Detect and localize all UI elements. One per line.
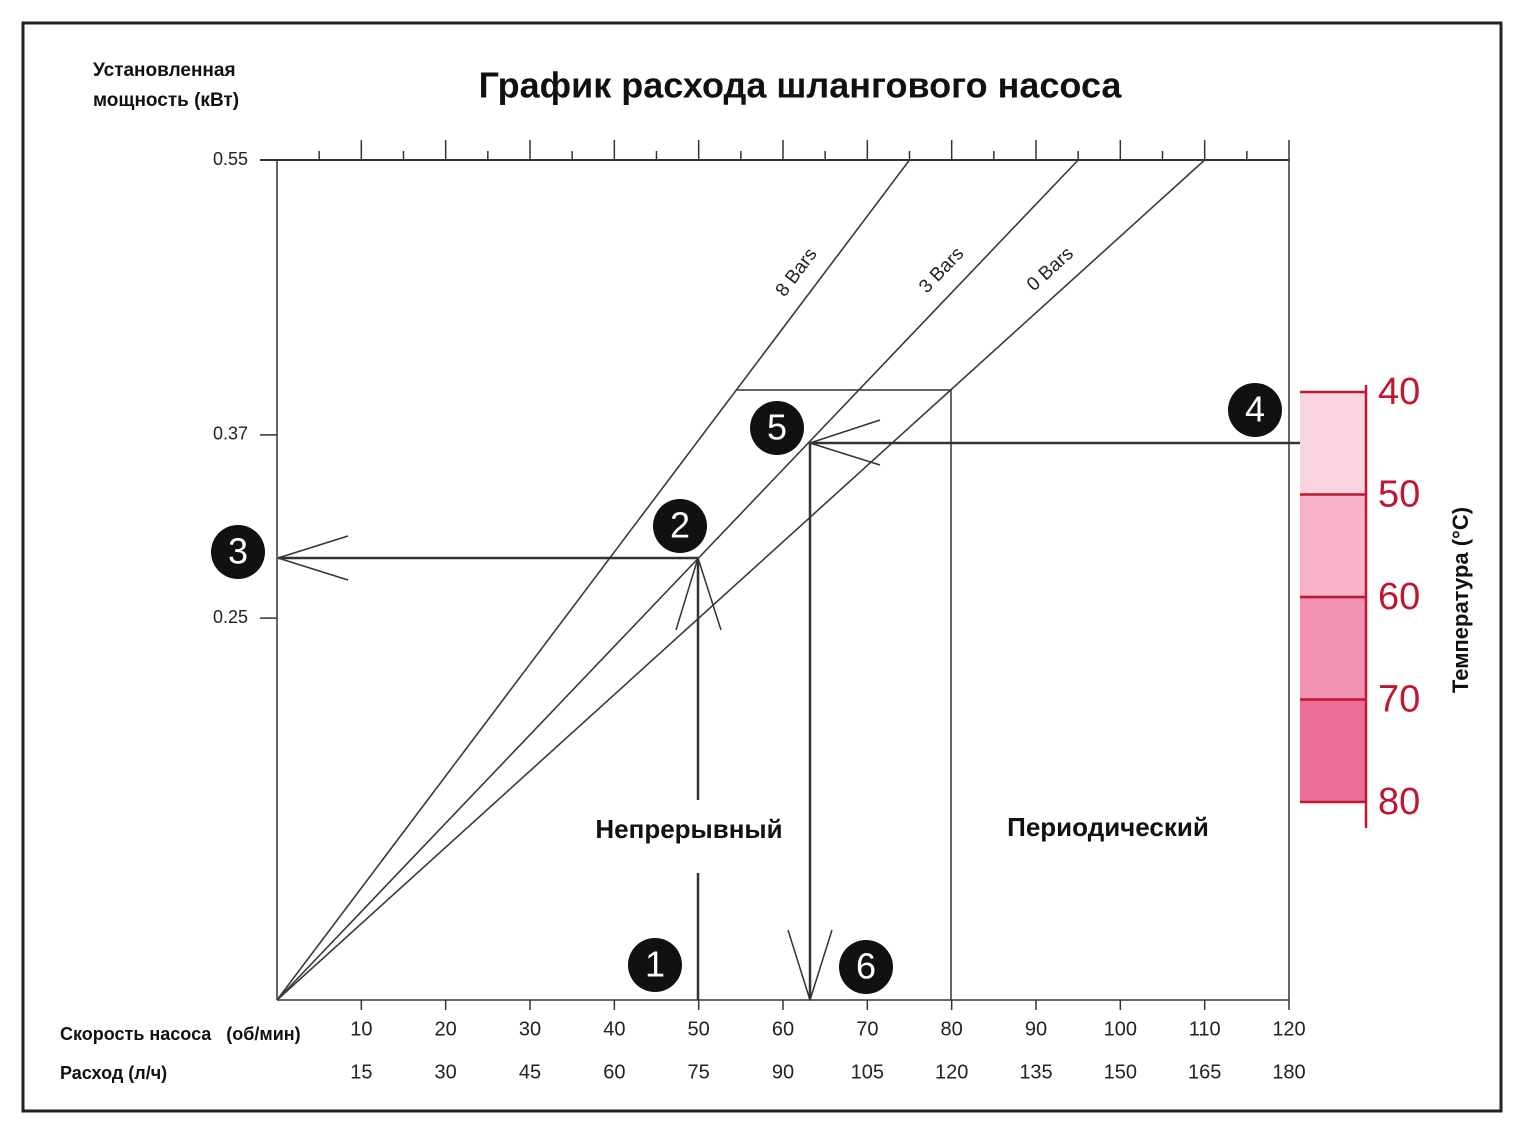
x2-tick-label: 120 bbox=[935, 1061, 968, 1083]
step-marker bbox=[839, 940, 893, 994]
x2-tick-label: 165 bbox=[1188, 1061, 1221, 1083]
chart-title: График расхода шлангового насоса bbox=[479, 65, 1123, 106]
x2-tick-label: 45 bbox=[519, 1061, 541, 1083]
temperature-tick-label: 70 bbox=[1378, 679, 1420, 721]
step-number: 4 bbox=[1245, 389, 1265, 430]
step-number: 6 bbox=[856, 946, 876, 987]
x-tick-label: 20 bbox=[435, 1018, 457, 1040]
arrow-head bbox=[675, 557, 699, 631]
step-number: 3 bbox=[228, 531, 248, 572]
x-tick-label: 100 bbox=[1104, 1018, 1137, 1040]
step-marker bbox=[653, 499, 707, 553]
temperature-tick-label: 50 bbox=[1378, 474, 1420, 516]
x2-tick-label: 135 bbox=[1019, 1061, 1052, 1083]
temperature-band bbox=[1300, 699, 1366, 802]
y-axis-title: Установленная мощность (кВт) bbox=[93, 60, 240, 111]
arrow-head bbox=[809, 929, 833, 1001]
arrow-head bbox=[277, 535, 349, 559]
step-marker bbox=[750, 401, 804, 455]
frame bbox=[21, 21, 1503, 1113]
x2-tick-label: 180 bbox=[1272, 1061, 1305, 1083]
y-tick-label: 0.25 bbox=[213, 607, 248, 627]
series-label: 8 Bars bbox=[772, 244, 822, 301]
x-tick-label: 90 bbox=[1025, 1018, 1047, 1040]
series-line bbox=[276, 159, 1206, 1001]
temperature-tick-label: 80 bbox=[1378, 781, 1420, 823]
step-number: 1 bbox=[645, 944, 665, 985]
x-tick-label: 80 bbox=[941, 1018, 963, 1040]
x2-tick-label: 75 bbox=[688, 1061, 710, 1083]
x2-tick-label: 90 bbox=[772, 1061, 794, 1083]
x-tick-label: 40 bbox=[603, 1018, 625, 1040]
x-tick-label: 30 bbox=[519, 1018, 541, 1040]
series-label: 0 Bars bbox=[1023, 243, 1078, 295]
y-tick-label: 0.55 bbox=[213, 149, 248, 169]
y-tick-label: 0.37 bbox=[213, 424, 248, 444]
x2-tick-label: 30 bbox=[435, 1061, 457, 1083]
x2-tick-label: 60 bbox=[603, 1061, 625, 1083]
x-tick-label: 120 bbox=[1272, 1018, 1305, 1040]
series-line bbox=[276, 159, 1079, 1001]
x2-tick-label: 105 bbox=[851, 1061, 884, 1083]
arrow-head bbox=[809, 419, 881, 444]
x2-tick-label: 150 bbox=[1104, 1061, 1137, 1083]
temperature-band bbox=[1300, 597, 1366, 700]
temperature-tick-label: 60 bbox=[1378, 576, 1420, 618]
step-marker bbox=[1228, 383, 1282, 437]
series-label: 3 Bars bbox=[915, 243, 968, 297]
step-marker bbox=[211, 525, 265, 579]
temperature-tick-label: 40 bbox=[1378, 371, 1420, 413]
x-tick-label: 110 bbox=[1189, 1018, 1221, 1040]
arrow-head bbox=[787, 929, 811, 1001]
x2-tick-label: 15 bbox=[350, 1061, 372, 1083]
step-number: 5 bbox=[767, 407, 787, 448]
temperature-title: Температура (°C) bbox=[1448, 507, 1473, 693]
step-number: 2 bbox=[670, 505, 690, 546]
arrow-head bbox=[697, 557, 722, 631]
temperature-band bbox=[1300, 494, 1366, 597]
x-axis-title: Скорость насоса (об/мин) bbox=[60, 1024, 301, 1044]
region-label: Периодический bbox=[1007, 812, 1209, 842]
step-marker bbox=[628, 938, 682, 992]
series-line bbox=[276, 159, 911, 1001]
temperature-band bbox=[1300, 392, 1366, 495]
arrow-head bbox=[809, 442, 881, 466]
x-tick-label: 70 bbox=[856, 1018, 878, 1040]
arrow-head bbox=[277, 557, 349, 581]
x2-axis-title: Расход (л/ч) bbox=[60, 1063, 167, 1083]
region-label: Непрерывный bbox=[595, 814, 782, 844]
x-tick-label: 50 bbox=[688, 1018, 710, 1040]
x-tick-label: 60 bbox=[772, 1018, 794, 1040]
x-tick-label: 10 bbox=[350, 1018, 372, 1040]
